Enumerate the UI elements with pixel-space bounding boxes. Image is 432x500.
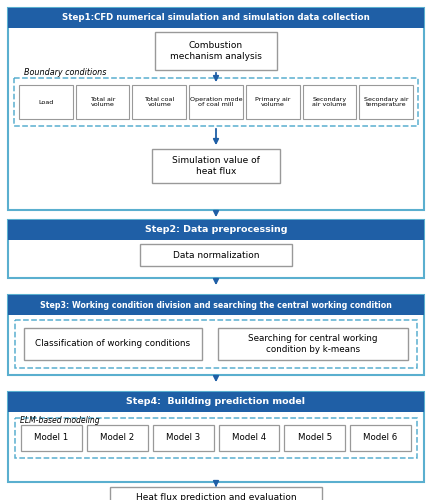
Text: Step3: Working condition division and searching the central working condition: Step3: Working condition division and se…	[40, 300, 392, 310]
Bar	[246, 85, 299, 119]
Bar	[8, 392, 424, 412]
Text: Searching for central working
condition by k-means: Searching for central working condition …	[248, 334, 378, 353]
Bar	[133, 85, 186, 119]
Text: Total air
volume: Total air volume	[90, 96, 115, 108]
Bar	[15, 418, 417, 458]
Bar	[155, 32, 277, 70]
Text: Secondary
air volume: Secondary air volume	[312, 96, 346, 108]
Bar	[359, 85, 413, 119]
Text: Model 1: Model 1	[34, 434, 69, 442]
Bar	[21, 425, 82, 451]
Bar	[140, 244, 292, 266]
Bar	[8, 8, 424, 210]
Bar	[152, 149, 280, 183]
Bar	[152, 425, 213, 451]
Bar	[350, 425, 411, 451]
Bar	[76, 85, 130, 119]
Bar	[8, 220, 424, 278]
Text: Primary air
volume: Primary air volume	[255, 96, 290, 108]
Bar	[87, 425, 148, 451]
Bar	[24, 328, 202, 360]
Text: Total coal
volume: Total coal volume	[144, 96, 175, 108]
Bar	[8, 220, 424, 240]
Bar	[110, 487, 322, 500]
Bar	[219, 425, 280, 451]
Text: Secondary air
temperature: Secondary air temperature	[364, 96, 408, 108]
Bar	[8, 295, 424, 375]
Text: Model 3: Model 3	[166, 434, 200, 442]
Text: Model 2: Model 2	[100, 434, 134, 442]
Bar	[218, 328, 408, 360]
Bar	[19, 85, 73, 119]
Text: Heat flux prediction and evaluation: Heat flux prediction and evaluation	[136, 494, 296, 500]
Text: Simulation value of
heat flux: Simulation value of heat flux	[172, 156, 260, 176]
Bar	[14, 78, 418, 126]
Text: Model 5: Model 5	[298, 434, 332, 442]
Text: Load: Load	[38, 100, 54, 104]
Bar	[8, 8, 424, 28]
Text: Classification of working conditions: Classification of working conditions	[35, 340, 191, 348]
Text: Step2: Data preprocessing: Step2: Data preprocessing	[145, 226, 287, 234]
Bar	[8, 295, 424, 315]
Text: Model 4: Model 4	[232, 434, 266, 442]
Text: Combustion
mechanism analysis: Combustion mechanism analysis	[170, 42, 262, 60]
Bar	[302, 85, 356, 119]
Text: Step4:  Building prediction model: Step4: Building prediction model	[127, 398, 305, 406]
Text: Data normalization: Data normalization	[173, 250, 259, 260]
Text: Boundary conditions: Boundary conditions	[24, 68, 106, 77]
Bar	[284, 425, 345, 451]
Text: Model 6: Model 6	[363, 434, 398, 442]
Text: ELM-based modeling: ELM-based modeling	[20, 416, 100, 425]
Bar	[8, 392, 424, 482]
Text: Step1:CFD numerical simulation and simulation data collection: Step1:CFD numerical simulation and simul…	[62, 14, 370, 22]
Bar	[189, 85, 243, 119]
Bar	[15, 320, 417, 368]
Text: Operation mode
of coal mill: Operation mode of coal mill	[190, 96, 242, 108]
